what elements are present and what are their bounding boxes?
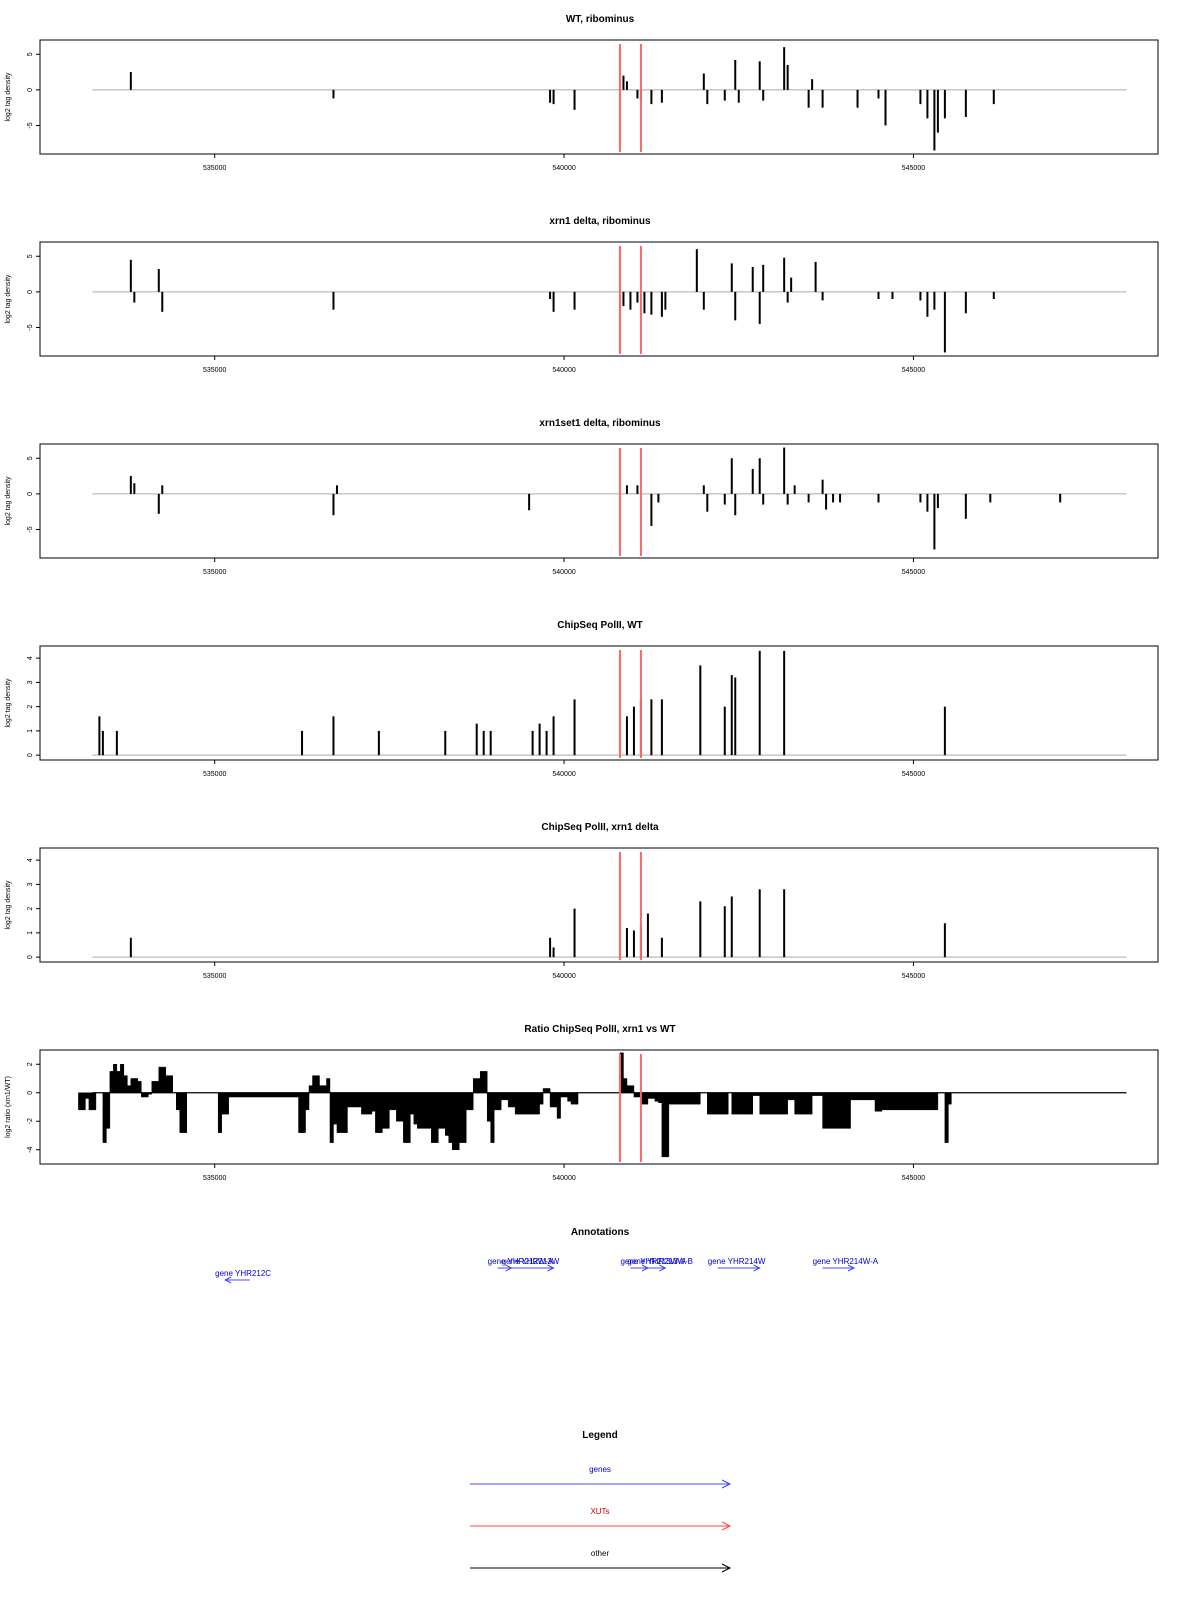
annotation-arrowhead [753,1264,761,1272]
annotation-label: gene YHR214W-A [813,1257,879,1266]
legend-label-xuts: XUTs [590,1507,609,1516]
annotation-feature: gene YHR214W [708,1257,766,1272]
annotation-label: gene YHR213W-A [620,1257,686,1266]
legend-arrowhead-other [721,1563,732,1573]
annotations-title: Annotations [571,1227,630,1238]
annotation-feature: gene YHR213W-B [627,1257,693,1272]
y-tick-label: 1 [27,729,34,733]
x-tick-label: 540000 [552,973,575,980]
annotation-feature: gene YHR213W [502,1257,560,1272]
y-tick-label: 5 [27,52,34,56]
annotation-feature: gene YHR212C [215,1269,271,1284]
y-tick-label: 0 [27,753,34,757]
legend-item-genes: genes [470,1465,732,1489]
y-tick-label: 4 [27,656,34,660]
y-tick-label: 3 [27,680,34,684]
legend-label-genes: genes [589,1465,611,1474]
chart-title: Ratio ChipSeq PolII, xrn1 vs WT [524,1024,675,1035]
legend-arrowhead-xuts [721,1521,732,1531]
x-tick-label: 535000 [203,569,226,576]
plot-frame [39,1049,1159,1165]
legend: Legend genes XUTs other [470,1430,732,1573]
annotation-label: gene YHR212W-A [488,1257,554,1266]
y-axis-label: log2 tag density [5,880,12,930]
x-tick-label: 540000 [552,1175,575,1182]
x-tick-label: 535000 [203,1175,226,1182]
annotation-label: gene YHR213W-B [627,1257,693,1266]
x-tick-label: 545000 [902,165,925,172]
legend-title: Legend [582,1430,618,1441]
x-tick-label: 545000 [902,973,925,980]
legend-label-other: other [591,1549,610,1558]
y-tick-label: 3 [27,882,34,886]
chart-panel: xrn1set1 delta, ribominus log2 tag densit… [5,418,1159,576]
y-tick-label: -5 [27,324,34,330]
y-tick-label: 0 [27,492,34,496]
y-tick-label: -5 [27,526,34,532]
y-tick-label: 0 [27,955,34,959]
annotation-arrowhead [659,1264,667,1272]
plot-frame [39,241,1159,357]
legend-item-xuts: XUTs [470,1507,732,1531]
x-tick-label: 545000 [902,367,925,374]
y-tick-label: 0 [27,1091,34,1095]
plot-frame [39,39,1159,155]
x-tick-label: 540000 [552,367,575,374]
x-tick-label: 545000 [902,771,925,778]
chart-panel: ChipSeq PolII, xrn1 delta log2 tag densit… [5,822,1159,980]
y-tick-label: 0 [27,88,34,92]
y-axis-label: log2 tag density [5,678,12,728]
y-tick-label: 1 [27,931,34,935]
chart-title: xrn1set1 delta, ribominus [539,418,661,429]
x-tick-label: 535000 [203,367,226,374]
chart-panel: ChipSeq PolII, WT log2 tag density 0 1 2 3 4 53… [5,620,1159,778]
y-axis-label: log2 tag density [5,476,12,526]
x-tick-label: 535000 [203,973,226,980]
chart-panel: Ratio ChipSeq PolII, xrn1 vs WT log2 rati… [5,1024,1159,1182]
y-tick-label: -5 [27,122,34,128]
ratio-area [78,1052,952,1158]
annotation-label: gene YHR213W [502,1257,560,1266]
y-axis-label: log2 tag density [5,274,12,324]
y-tick-label: 5 [27,456,34,460]
x-tick-label: 540000 [552,771,575,778]
chart-title: WT, ribominus [566,14,635,25]
annotation-arrowhead [847,1264,856,1272]
y-axis-label: log2 tag density [5,72,12,122]
y-tick-label: 0 [27,290,34,294]
chart-title: ChipSeq PolII, WT [557,620,643,631]
chart-title: ChipSeq PolII, xrn1 delta [541,822,659,833]
chart-title: xrn1 delta, ribominus [549,216,651,227]
y-tick-label: -4 [27,1147,34,1153]
y-tick-label: 5 [27,254,34,258]
legend-item-other: other [470,1549,732,1573]
annotation-label: gene YHR212C [215,1269,271,1278]
annotation-arrowhead [224,1276,232,1284]
y-tick-label: 2 [27,705,34,709]
annotation-arrowhead [547,1264,555,1272]
plot-frame [39,847,1159,963]
y-tick-label: 2 [27,1062,34,1066]
x-tick-label: 545000 [902,1175,925,1182]
x-tick-label: 540000 [552,569,575,576]
plot-frame [39,645,1159,761]
y-tick-label: 4 [27,858,34,862]
chart-panel: WT, ribominus log2 tag density 5 0 -5 535000 5… [5,14,1159,172]
y-axis-label: log2 ratio (xrn1/WT) [5,1076,12,1138]
legend-arrowhead-genes [721,1479,732,1489]
annotation-feature: gene YHR214W-A [813,1257,879,1272]
x-tick-label: 535000 [203,165,226,172]
x-tick-label: 545000 [902,569,925,576]
x-tick-label: 540000 [552,165,575,172]
annotation-label: gene YHR214W [708,1257,766,1266]
plot-frame [39,443,1159,559]
y-tick-label: 2 [27,907,34,911]
y-tick-label: -2 [27,1118,34,1124]
chart-panel: xrn1 delta, ribominus log2 tag density 5 0 -… [5,216,1159,374]
x-tick-label: 535000 [203,771,226,778]
